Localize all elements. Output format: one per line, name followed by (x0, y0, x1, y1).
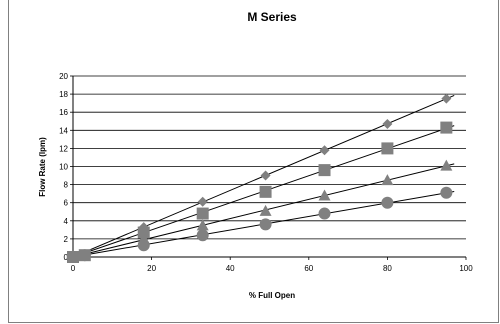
x-tick-label: 80 (383, 264, 392, 273)
circle-marker (137, 239, 150, 252)
y-tick-label: 8 (64, 181, 69, 190)
circle-marker (259, 218, 272, 231)
x-tick-label: 100 (459, 264, 473, 273)
y-tick-label: 2 (64, 235, 69, 244)
y-tick-label: 12 (59, 144, 68, 153)
square-marker (137, 226, 150, 239)
triangle-marker (196, 219, 209, 231)
y-axis-label: Flow Rate (lpm) (38, 137, 47, 197)
circle-marker (381, 196, 394, 209)
square-marker (440, 121, 453, 134)
diamond-marker (382, 118, 393, 129)
diamond-marker (441, 93, 452, 104)
square-marker (318, 164, 331, 177)
x-tick-label: 40 (226, 264, 235, 273)
chart-title: M Series (247, 10, 297, 24)
x-tick-label: 60 (304, 264, 313, 273)
diamond-marker (197, 196, 208, 207)
triangle-marker (381, 174, 394, 186)
y-tick-label: 14 (59, 126, 68, 135)
y-tick-label: 10 (59, 163, 68, 172)
diamond-marker (260, 170, 271, 181)
x-tick-labels: 0 20 40 60 80 100 (71, 264, 473, 273)
y-tick-label: 16 (59, 108, 68, 117)
y-tick-label: 6 (64, 199, 69, 208)
circle-marker (318, 207, 331, 220)
axes (70, 75, 467, 260)
x-tick-label: 20 (147, 264, 156, 273)
circle-marker (78, 249, 91, 262)
circle-marker (196, 229, 209, 242)
square-marker (196, 207, 209, 220)
circle-marker (440, 186, 453, 199)
chart-frame (8, 0, 499, 323)
y-tick-labels: 0 2 4 6 8 10 12 14 16 18 20 (59, 72, 68, 262)
square-marker (381, 142, 394, 155)
triangle-marker (440, 159, 453, 171)
y-tick-label: 20 (59, 72, 68, 81)
square-marker (259, 185, 272, 198)
triangle-marker (318, 189, 331, 201)
y-tick-label: 4 (64, 217, 69, 226)
data-markers (67, 93, 453, 263)
circle-marker (67, 251, 79, 263)
diamond-marker (319, 145, 330, 156)
x-tick-label: 0 (71, 264, 76, 273)
triangle-marker (259, 204, 272, 216)
y-tick-label: 0 (64, 253, 69, 262)
x-axis-label: % Full Open (249, 291, 295, 300)
y-tick-label: 18 (59, 90, 68, 99)
